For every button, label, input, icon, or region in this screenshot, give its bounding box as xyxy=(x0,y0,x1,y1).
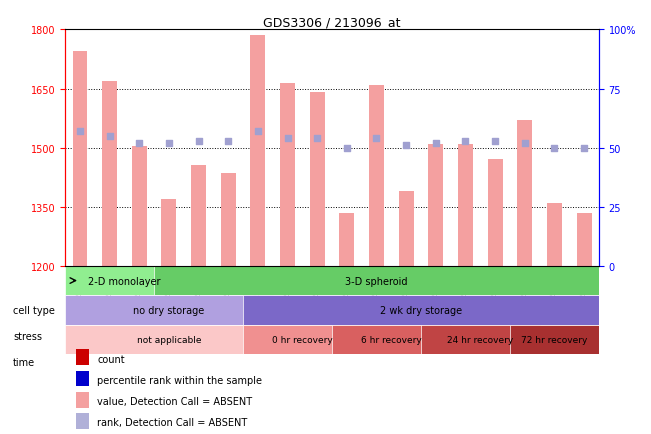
Point xyxy=(342,145,352,152)
Text: percentile rank within the sample: percentile rank within the sample xyxy=(97,375,262,385)
FancyBboxPatch shape xyxy=(65,296,273,325)
Text: 3-D spheroid: 3-D spheroid xyxy=(345,276,408,286)
Point xyxy=(460,138,471,145)
Point xyxy=(312,135,322,142)
Bar xyxy=(547,203,562,266)
Text: 72 hr recovery: 72 hr recovery xyxy=(521,335,588,344)
FancyBboxPatch shape xyxy=(243,325,362,355)
Point xyxy=(75,128,85,135)
Bar xyxy=(339,213,354,266)
Text: not applicable: not applicable xyxy=(137,335,201,344)
Text: 2 wk dry storage: 2 wk dry storage xyxy=(380,306,462,316)
Text: time: time xyxy=(13,358,35,367)
Bar xyxy=(488,160,503,266)
FancyBboxPatch shape xyxy=(510,325,599,355)
Text: 24 hr recovery: 24 hr recovery xyxy=(447,335,514,344)
Bar xyxy=(577,213,592,266)
Point xyxy=(223,138,234,145)
Bar xyxy=(310,93,325,266)
Point xyxy=(579,145,589,152)
Text: 2-D monolayer: 2-D monolayer xyxy=(88,276,161,286)
Point xyxy=(371,135,381,142)
Point xyxy=(430,140,441,147)
Text: stress: stress xyxy=(13,332,42,341)
Point xyxy=(519,140,530,147)
Bar xyxy=(191,166,206,266)
FancyBboxPatch shape xyxy=(332,325,450,355)
Point xyxy=(163,140,174,147)
Text: 0 hr recovery: 0 hr recovery xyxy=(272,335,333,344)
FancyBboxPatch shape xyxy=(65,325,273,355)
Point xyxy=(134,140,145,147)
FancyBboxPatch shape xyxy=(421,325,540,355)
Bar xyxy=(76,371,89,386)
Text: no dry storage: no dry storage xyxy=(133,306,204,316)
Point xyxy=(104,133,115,140)
Bar xyxy=(369,85,384,266)
FancyBboxPatch shape xyxy=(65,266,184,296)
Point xyxy=(401,142,411,149)
Bar xyxy=(428,145,443,266)
Point xyxy=(549,145,560,152)
Point xyxy=(283,135,293,142)
Bar xyxy=(251,36,266,266)
Text: cell type: cell type xyxy=(13,306,55,315)
Bar xyxy=(518,121,533,266)
Point xyxy=(490,138,501,145)
Bar xyxy=(398,191,413,266)
Text: value, Detection Call = ABSENT: value, Detection Call = ABSENT xyxy=(97,396,252,406)
Title: GDS3306 / 213096_at: GDS3306 / 213096_at xyxy=(263,16,401,29)
Point xyxy=(253,128,263,135)
Point xyxy=(193,138,204,145)
Text: count: count xyxy=(97,354,125,364)
Bar xyxy=(76,413,89,429)
Bar xyxy=(221,174,236,266)
Bar xyxy=(76,350,89,365)
FancyBboxPatch shape xyxy=(154,266,599,296)
Bar xyxy=(280,83,295,266)
Bar xyxy=(76,392,89,408)
Text: rank, Detection Call = ABSENT: rank, Detection Call = ABSENT xyxy=(97,418,247,427)
Bar xyxy=(458,145,473,266)
Text: 6 hr recovery: 6 hr recovery xyxy=(361,335,422,344)
Bar xyxy=(72,52,87,266)
FancyBboxPatch shape xyxy=(243,296,599,325)
Bar xyxy=(132,146,146,266)
Bar xyxy=(161,199,176,266)
Bar xyxy=(102,82,117,266)
